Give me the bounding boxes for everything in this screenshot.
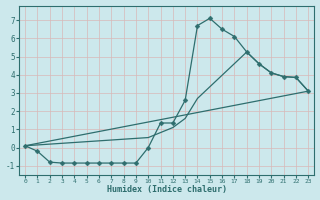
X-axis label: Humidex (Indice chaleur): Humidex (Indice chaleur) — [107, 185, 227, 194]
